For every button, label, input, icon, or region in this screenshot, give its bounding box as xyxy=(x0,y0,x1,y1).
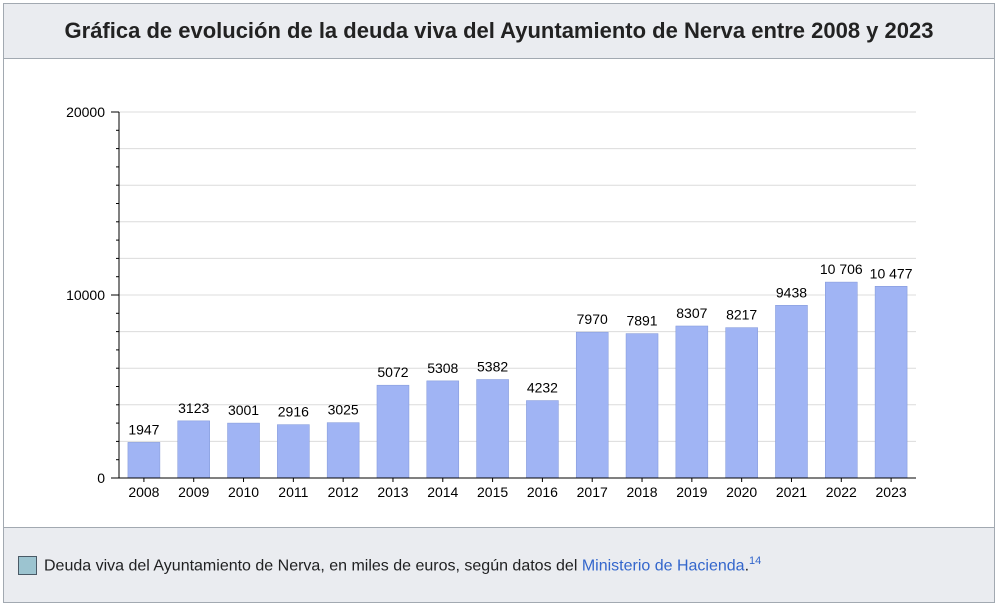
bar-chart: 0 10000 20000 1947 2008 3123 2009 3001 2010 2916 2… xyxy=(66,104,916,500)
data-label: 5382 xyxy=(477,359,508,375)
bar xyxy=(874,286,908,479)
bar xyxy=(675,325,709,479)
chart-frame: Gráfica de evolución de la deuda viva de… xyxy=(3,3,995,603)
x-tick-label: 2020 xyxy=(726,484,757,500)
y-tick-label: 0 xyxy=(97,470,105,486)
caption-text: Deuda viva del Ayuntamiento de Nerva, en… xyxy=(44,555,761,575)
caption-suffix: . xyxy=(744,557,750,575)
data-label: 8307 xyxy=(676,305,707,321)
bar xyxy=(426,380,460,479)
bar xyxy=(177,420,210,479)
data-label: 4232 xyxy=(527,380,558,396)
x-tick-label: 2011 xyxy=(278,484,308,500)
caption-body: Deuda viva del Ayuntamiento de Nerva, en… xyxy=(44,557,582,575)
title-bar: Gráfica de evolución de la deuda viva de… xyxy=(4,4,994,59)
data-label: 1947 xyxy=(128,421,159,437)
bar xyxy=(575,331,609,479)
chart-title: Gráfica de evolución de la deuda viva de… xyxy=(64,18,934,43)
bar xyxy=(227,422,260,479)
y-tick-label: 20000 xyxy=(66,104,105,120)
ministerio-de-hacienda-link[interactable]: Ministerio de Hacienda xyxy=(581,557,745,575)
x-tick-label: 2023 xyxy=(876,484,907,500)
data-label: 3001 xyxy=(228,402,259,418)
data-label: 5072 xyxy=(377,364,408,380)
reference-link[interactable]: 14 xyxy=(749,554,762,567)
data-label: 8217 xyxy=(726,307,757,323)
x-tick-label: 2010 xyxy=(228,484,259,500)
x-tick-label: 2018 xyxy=(626,484,657,500)
bar xyxy=(476,379,509,479)
data-label: 10 477 xyxy=(870,265,913,281)
legend-caption: Deuda viva del Ayuntamiento de Nerva, en… xyxy=(4,527,994,602)
bar xyxy=(127,442,161,479)
data-label: 3123 xyxy=(178,400,209,416)
legend-swatch xyxy=(18,555,37,575)
data-label: 3025 xyxy=(328,402,359,418)
x-tick-label: 2015 xyxy=(477,484,508,500)
chart-area: 0 10000 20000 1947 2008 3123 2009 3001 2010 2916 2… xyxy=(4,59,994,527)
data-label: 9438 xyxy=(776,284,807,300)
x-tick-label: 2009 xyxy=(178,484,209,500)
data-label: 2916 xyxy=(278,404,309,420)
x-tick-label: 2008 xyxy=(128,484,159,500)
x-tick-label: 2022 xyxy=(826,484,857,500)
data-label: 10 706 xyxy=(820,261,863,277)
x-tick-label: 2019 xyxy=(676,484,707,500)
bar xyxy=(376,384,410,479)
x-tick-label: 2016 xyxy=(527,484,558,500)
data-label: 5308 xyxy=(427,360,458,376)
bar xyxy=(775,305,808,479)
bar xyxy=(277,424,310,479)
x-tick-label: 2014 xyxy=(427,484,458,500)
bar xyxy=(326,422,360,479)
data-label: 7891 xyxy=(626,313,657,329)
bar xyxy=(825,281,858,479)
x-tick-label: 2017 xyxy=(577,484,608,500)
x-tick-label: 2012 xyxy=(328,484,359,500)
y-tick-label: 10000 xyxy=(66,287,105,303)
x-tick-label: 2021 xyxy=(776,484,807,500)
data-label: 7970 xyxy=(577,311,608,327)
bar xyxy=(625,333,659,479)
bar xyxy=(526,400,559,479)
bar xyxy=(725,327,758,479)
x-tick-label: 2013 xyxy=(377,484,408,500)
